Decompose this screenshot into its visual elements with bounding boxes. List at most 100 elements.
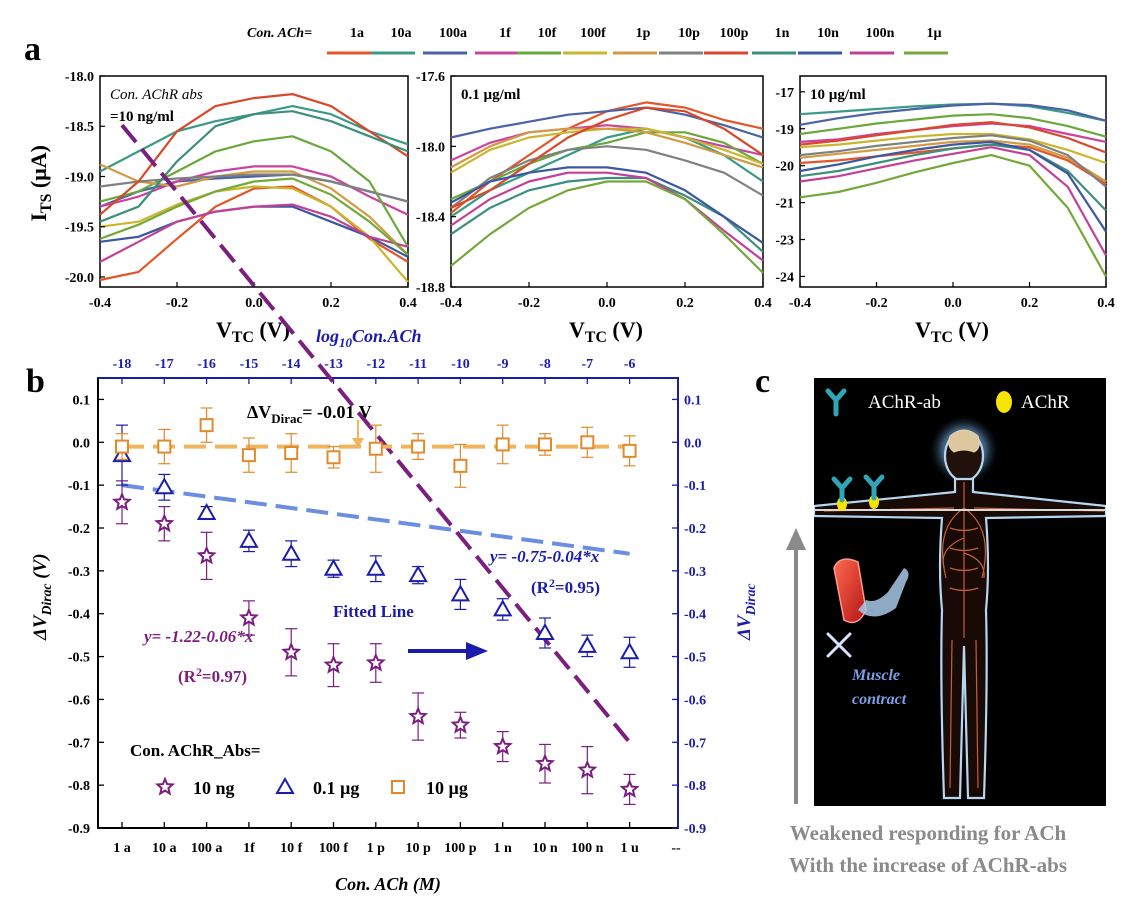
- b-legend-label-2: 10 µg: [426, 778, 468, 798]
- a3-series-100a: [799, 102, 1107, 126]
- b-marker-star: [492, 735, 513, 756]
- b-annot-10ug-sub: Dirac: [271, 411, 302, 426]
- body-illustration: AChR-ab AChR: [814, 388, 1106, 800]
- b-ytick-label-right-3: -0.2: [684, 522, 706, 537]
- b-ylabel-right: ΔVDirac: [734, 584, 758, 642]
- b-xtick-label-9: 1 n: [494, 841, 513, 856]
- a3-ytick-label-5: -24: [775, 270, 794, 285]
- b-marker-star: [365, 652, 386, 672]
- a1-series-1n: [99, 110, 409, 223]
- panel-c-illustration: AChR-ab AChR: [814, 378, 1106, 806]
- b-point-2-5: [326, 445, 341, 469]
- chart-b: 0.1 0.1 0.0 0.0 -0.1 -0.1 -0.2 -0.2 -0.3 -0.3 -0.4…: [30, 123, 758, 895]
- b-toptick-label-11: -7: [581, 357, 593, 372]
- a3-ytick-label-4: -23: [775, 234, 794, 249]
- b-marker-square: [580, 435, 595, 450]
- b-xtick-label-4: 10 f: [280, 841, 303, 856]
- legend-a-label-7: 10p: [678, 26, 700, 41]
- legend-a-label-1: 10a: [391, 26, 412, 41]
- b-point-0-8: [450, 711, 471, 739]
- a2-series-100p: [450, 106, 764, 209]
- a3-ytick-label-2: -20: [775, 160, 794, 175]
- b-marker-triangle: [408, 565, 428, 583]
- b-top-axis-label: log10Con.ACh: [316, 326, 422, 350]
- b-fitted-line-label: Fitted Line: [333, 602, 414, 621]
- b-point-0-4: [281, 628, 302, 677]
- b-annot-10ug: ΔVDirac= -0.01 V: [247, 402, 372, 426]
- a1-xlabel-sub: TC: [232, 329, 254, 346]
- a3-xtick-label-0: -0.4: [789, 296, 811, 311]
- legend-a-label-0: 1a: [350, 26, 364, 41]
- b-point-1-5: [323, 558, 344, 578]
- b-toptick-label-9: -9: [497, 357, 509, 372]
- cross-icon: [826, 632, 852, 658]
- a1-ytick-label-4: -20.0: [65, 271, 94, 286]
- a2-ytick-label-1: -18.0: [416, 140, 445, 155]
- b-marker-triangle: [366, 558, 386, 576]
- chart-a3: -0.4 -0.2 0.0 0.2 0.4 -17 -19 -20 -21 -23 -24 VTC (…: [775, 75, 1115, 346]
- b-point-0-7: [408, 692, 429, 741]
- b-fitted-arrow-head: [466, 642, 488, 660]
- b-point-1-1: [154, 473, 175, 501]
- a2-series-10n: [450, 166, 764, 244]
- a2-xlabel-sub: TC: [585, 329, 607, 346]
- a3-ytick-label-0: -17: [775, 86, 794, 101]
- a3-xlabel-rest: (V): [953, 317, 989, 342]
- b-toptick-label-12: -6: [624, 357, 636, 372]
- legend-a-label-12: 1µ: [926, 26, 941, 41]
- a2-annotation-0: 0.1 µg/ml: [461, 87, 520, 103]
- a1-xtick-label-1: -0.2: [166, 296, 188, 311]
- b-annot-r2-10ng-base: (R: [178, 667, 197, 686]
- b-point-1-7: [408, 565, 428, 585]
- b-marker-triangle: [196, 502, 217, 520]
- a1-ylabel: ITS (μA): [26, 145, 55, 221]
- b-fit-01ug: [121, 483, 630, 556]
- chart-a2: -0.4 -0.2 0.0 0.2 0.4 -17.6 -18.0 -18.4 -18.8 VTC…: [416, 70, 772, 346]
- b-point-1-4: [281, 540, 301, 568]
- b-point-0-5: [323, 643, 344, 688]
- b-annot-arrow-head: [352, 438, 364, 448]
- caption-line-1: Weakened responding for ACh: [790, 821, 1067, 845]
- a3-series-1µ: [799, 154, 1107, 278]
- a1-series-100f: [99, 185, 409, 283]
- b-marker-triangle: [492, 599, 513, 617]
- legend-a-label-8: 100p: [720, 26, 749, 41]
- caption-line-2: With the increase of AChR-abs: [789, 853, 1067, 877]
- b-marker-star: [619, 778, 640, 799]
- a3-ytick-label-1: -19: [775, 123, 794, 138]
- b-marker-star: [577, 759, 598, 779]
- b-marker-square: [538, 437, 552, 452]
- a3-series-100n: [799, 146, 1107, 256]
- b-xtick-label-8: 100 p: [444, 841, 477, 856]
- a1-series-100p: [99, 93, 409, 216]
- chart-a1: -0.4 -0.2 0.0 0.2 0.4 -18.0 -18.5 -19.0 -19.5 -20…: [26, 70, 417, 346]
- a3-xlabel: VTC (V): [915, 317, 989, 346]
- b-toptick-label-3: -15: [240, 357, 259, 372]
- b-marker-square: [453, 458, 468, 473]
- b-ytick-label-left-3: -0.2: [68, 522, 90, 537]
- b-xtick-label-10: 10 n: [532, 841, 558, 856]
- a2-ytick-label-2: -18.4: [416, 211, 445, 226]
- b-annot-fit-10ng: y= -1.22-0.06*x: [142, 627, 254, 646]
- b-point-0-11: [577, 745, 598, 795]
- b-marker-square: [622, 443, 637, 458]
- b-point-0-3: [238, 600, 259, 636]
- b-ylabel-left-base: ΔV: [30, 614, 51, 641]
- b-marker-square: [115, 439, 129, 454]
- b-point-2-0: [115, 433, 129, 461]
- b-xlabel: Con. ACh (M): [335, 874, 441, 895]
- b-ylabel-left: ΔVDirac (V): [30, 553, 54, 641]
- b-point-2-8: [453, 443, 468, 488]
- b-point-1-12: [619, 636, 640, 668]
- b-annot-r2-01ug-base: (R: [531, 578, 550, 597]
- b-point-2-1: [157, 428, 172, 465]
- b-legend-marker-triangle: [275, 776, 295, 794]
- b-marker-triangle: [450, 584, 471, 602]
- b-ytick-label-right-4: -0.3: [684, 565, 706, 580]
- a2-xlabel: VTC (V): [569, 317, 643, 346]
- b-ytick-label-left-6: -0.5: [68, 651, 90, 666]
- a2-series-1p: [450, 127, 764, 169]
- achr-legend-label: AChR: [1021, 392, 1070, 413]
- a1-series-10p: [99, 173, 409, 203]
- a2-series-100a: [450, 106, 764, 139]
